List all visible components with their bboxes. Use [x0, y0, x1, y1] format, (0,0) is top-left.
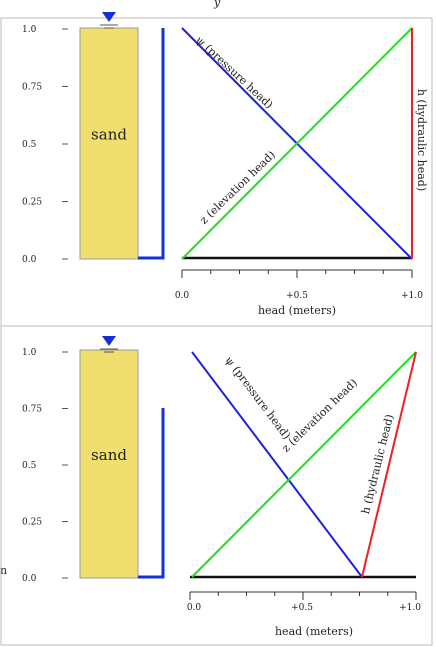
caption-fragment: y [213, 0, 221, 9]
pressure-head-label: ψ (pressure head) [193, 33, 275, 111]
material-label: sand [91, 446, 127, 464]
sand-column [80, 350, 138, 578]
x-axis-title: head (meters) [258, 304, 336, 317]
y-label: 0.0 [22, 574, 37, 584]
y-label: 1.0 [22, 348, 37, 358]
pressure-head-line [192, 352, 362, 577]
elevation-head-label: z (elevation head) [197, 148, 278, 226]
y-label: 0.75 [22, 83, 42, 93]
tube [138, 28, 163, 258]
y-label: 0.75 [22, 405, 42, 415]
y-label: 1.0 [22, 25, 37, 35]
x-label: +0.5 [286, 291, 308, 301]
x-axis-title: head (meters) [275, 625, 353, 638]
x-label: 0.0 [175, 291, 190, 301]
sand-column [80, 28, 138, 259]
pressure-head-label: ψ (pressure head) [222, 354, 293, 442]
water-table [102, 336, 116, 346]
x-label: +1.0 [401, 291, 423, 301]
water-table [102, 12, 116, 22]
y-label: 0.25 [22, 198, 42, 208]
y-label: 0.5 [22, 140, 37, 150]
material-label: sand [91, 126, 127, 144]
x-label: +1.0 [399, 603, 421, 613]
elevation-head-label: z (elevation head) [279, 376, 360, 454]
page: {"caption_fragment": "y", "side_fragment… [0, 0, 436, 647]
tube [138, 408, 163, 577]
hydraulic-head-label: h (hydraulic head) [415, 89, 428, 191]
x-label: +0.5 [291, 603, 313, 613]
y-label: 0.25 [22, 518, 42, 528]
hydraulic-head-label: h (hydraulic head) [359, 413, 396, 515]
x-label: 0.0 [187, 603, 202, 613]
y-label: 0.5 [22, 461, 37, 471]
y-label: 0.0 [22, 255, 37, 265]
figure: y n 1.00.750.50.250.0sandψ (pressure hea… [0, 0, 436, 647]
